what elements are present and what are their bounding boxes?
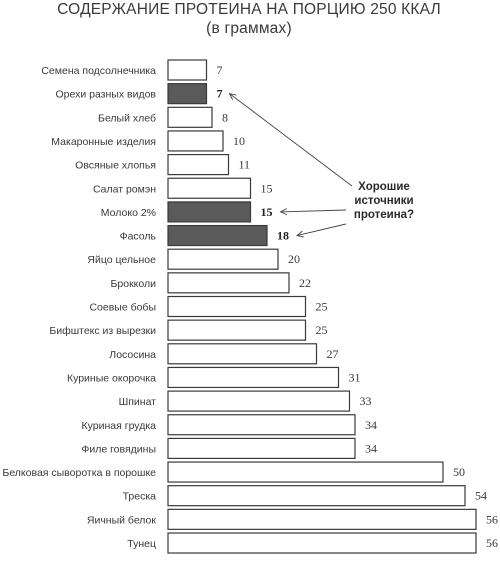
value-label: 27 (327, 347, 339, 361)
bar-row: Куриные окорочка 31 (67, 366, 361, 389)
bar-row: Шпинат 33 (119, 390, 372, 412)
value-label: 8 (222, 110, 228, 124)
bar (167, 59, 208, 81)
category-label: Фасоль (120, 231, 157, 243)
chart-subtitle: (в граммах) (206, 20, 292, 37)
value-label: 15 (261, 181, 273, 195)
value-label: 50 (453, 465, 465, 479)
bar (167, 177, 252, 199)
bar-row: Яйцо цельное 20 (87, 248, 300, 270)
value-label: 25 (316, 300, 328, 314)
value-label: 34 (365, 418, 377, 432)
annotation-arrow (229, 93, 353, 187)
category-label: Орехи разных видов (55, 89, 156, 101)
value-label: 34 (365, 441, 377, 455)
value-label: 7 (217, 87, 223, 101)
bar-row: Бифштекс из вырезки 25 (49, 319, 328, 341)
annotation-line-3: протеина? (354, 209, 414, 221)
category-label: Шпинат (119, 396, 157, 408)
bar (167, 485, 466, 507)
annotation-arrow (280, 209, 347, 213)
category-label: Овсяные хлопья (75, 160, 156, 172)
category-label: Салат ромэн (93, 183, 156, 195)
value-label: 25 (316, 323, 328, 337)
bar-row: Тунец 56 (127, 532, 498, 554)
value-label: 54 (475, 489, 487, 503)
bar-highlighted (167, 201, 252, 223)
bar-row: Соевые бобы 25 (89, 295, 328, 318)
category-label: Молоко 2% (101, 207, 156, 219)
value-label: 7 (217, 63, 223, 77)
bar-row: Молоко 2% 15 (101, 201, 273, 223)
category-label: Филе говядины (81, 443, 156, 455)
value-label: 15 (261, 205, 273, 219)
bar-row: Орехи разных видов 7 (55, 83, 223, 105)
value-label: 20 (288, 252, 300, 266)
value-label: 56 (486, 536, 498, 550)
annotation-line-1: Хорошие (358, 181, 410, 193)
bar-row: Салат ромэн 15 (93, 177, 273, 199)
bar-row: Куриная грудка 34 (82, 414, 377, 436)
value-label: 11 (239, 158, 251, 172)
bar (167, 272, 290, 294)
bar (167, 461, 444, 483)
bar-highlighted (167, 224, 268, 247)
bar-row: Треска 54 (123, 485, 487, 507)
category-label: Яичный белок (87, 514, 157, 526)
bar (167, 414, 356, 436)
arrowhead (228, 93, 237, 101)
bar (167, 106, 213, 128)
bar (167, 508, 477, 530)
category-label: Семена подсолнечника (41, 65, 156, 77)
bar (167, 343, 318, 365)
category-label: Треска (123, 491, 157, 503)
annotation: Хорошие источники протеина? (228, 93, 414, 238)
category-label: Куриные окорочка (67, 372, 156, 384)
value-label: 10 (233, 134, 245, 148)
chart-title: СОДЕРЖАНИЕ ПРОТЕИНА НА ПОРЦИЮ 250 ККАЛ (57, 1, 441, 18)
category-label: Лососина (109, 349, 156, 361)
category-label: Яйцо цельное (87, 254, 156, 266)
annotation-arrow (296, 223, 347, 236)
bar (167, 437, 356, 459)
arrowhead (295, 230, 304, 238)
bar (167, 532, 477, 554)
category-label: Соевые бобы (89, 302, 156, 314)
bar-highlighted (167, 83, 208, 105)
annotation-line-2: источники (354, 195, 413, 207)
bar (167, 390, 351, 412)
value-label: 18 (277, 229, 289, 243)
category-label: Белковая сыворотка в порошке (2, 467, 156, 479)
bar-row: Семена подсолнечника 7 (41, 59, 223, 81)
category-label: Тунец (127, 538, 156, 550)
bar-row: Фасоль 18 (120, 224, 289, 247)
value-label: 22 (299, 276, 311, 290)
bar (167, 366, 340, 389)
bar-row: Овсяные хлопья 11 (75, 154, 251, 176)
bar-row: Макаронные изделия 10 (51, 130, 245, 152)
bar (167, 154, 230, 176)
bar-row: Брокколи 22 (111, 272, 311, 294)
bar (167, 295, 307, 318)
bar-row: Белый хлеб 8 (98, 106, 228, 128)
bar-row: Филе говядины 34 (81, 437, 377, 459)
bar-row: Белковая сыворотка в порошке 50 (2, 461, 465, 483)
category-label: Брокколи (111, 278, 157, 290)
bar (167, 248, 279, 270)
bar-row: Яичный белок 56 (87, 508, 498, 530)
category-label: Белый хлеб (98, 112, 156, 124)
category-label: Куриная грудка (82, 420, 157, 432)
bar (167, 130, 224, 152)
bar-row: Лососина 27 (109, 343, 339, 365)
value-label: 33 (360, 394, 372, 408)
value-label: 56 (486, 512, 498, 526)
category-label: Макаронные изделия (51, 136, 156, 148)
value-label: 31 (349, 370, 361, 384)
arrowhead (279, 208, 288, 216)
bar (167, 319, 307, 341)
category-label: Бифштекс из вырезки (49, 325, 156, 337)
